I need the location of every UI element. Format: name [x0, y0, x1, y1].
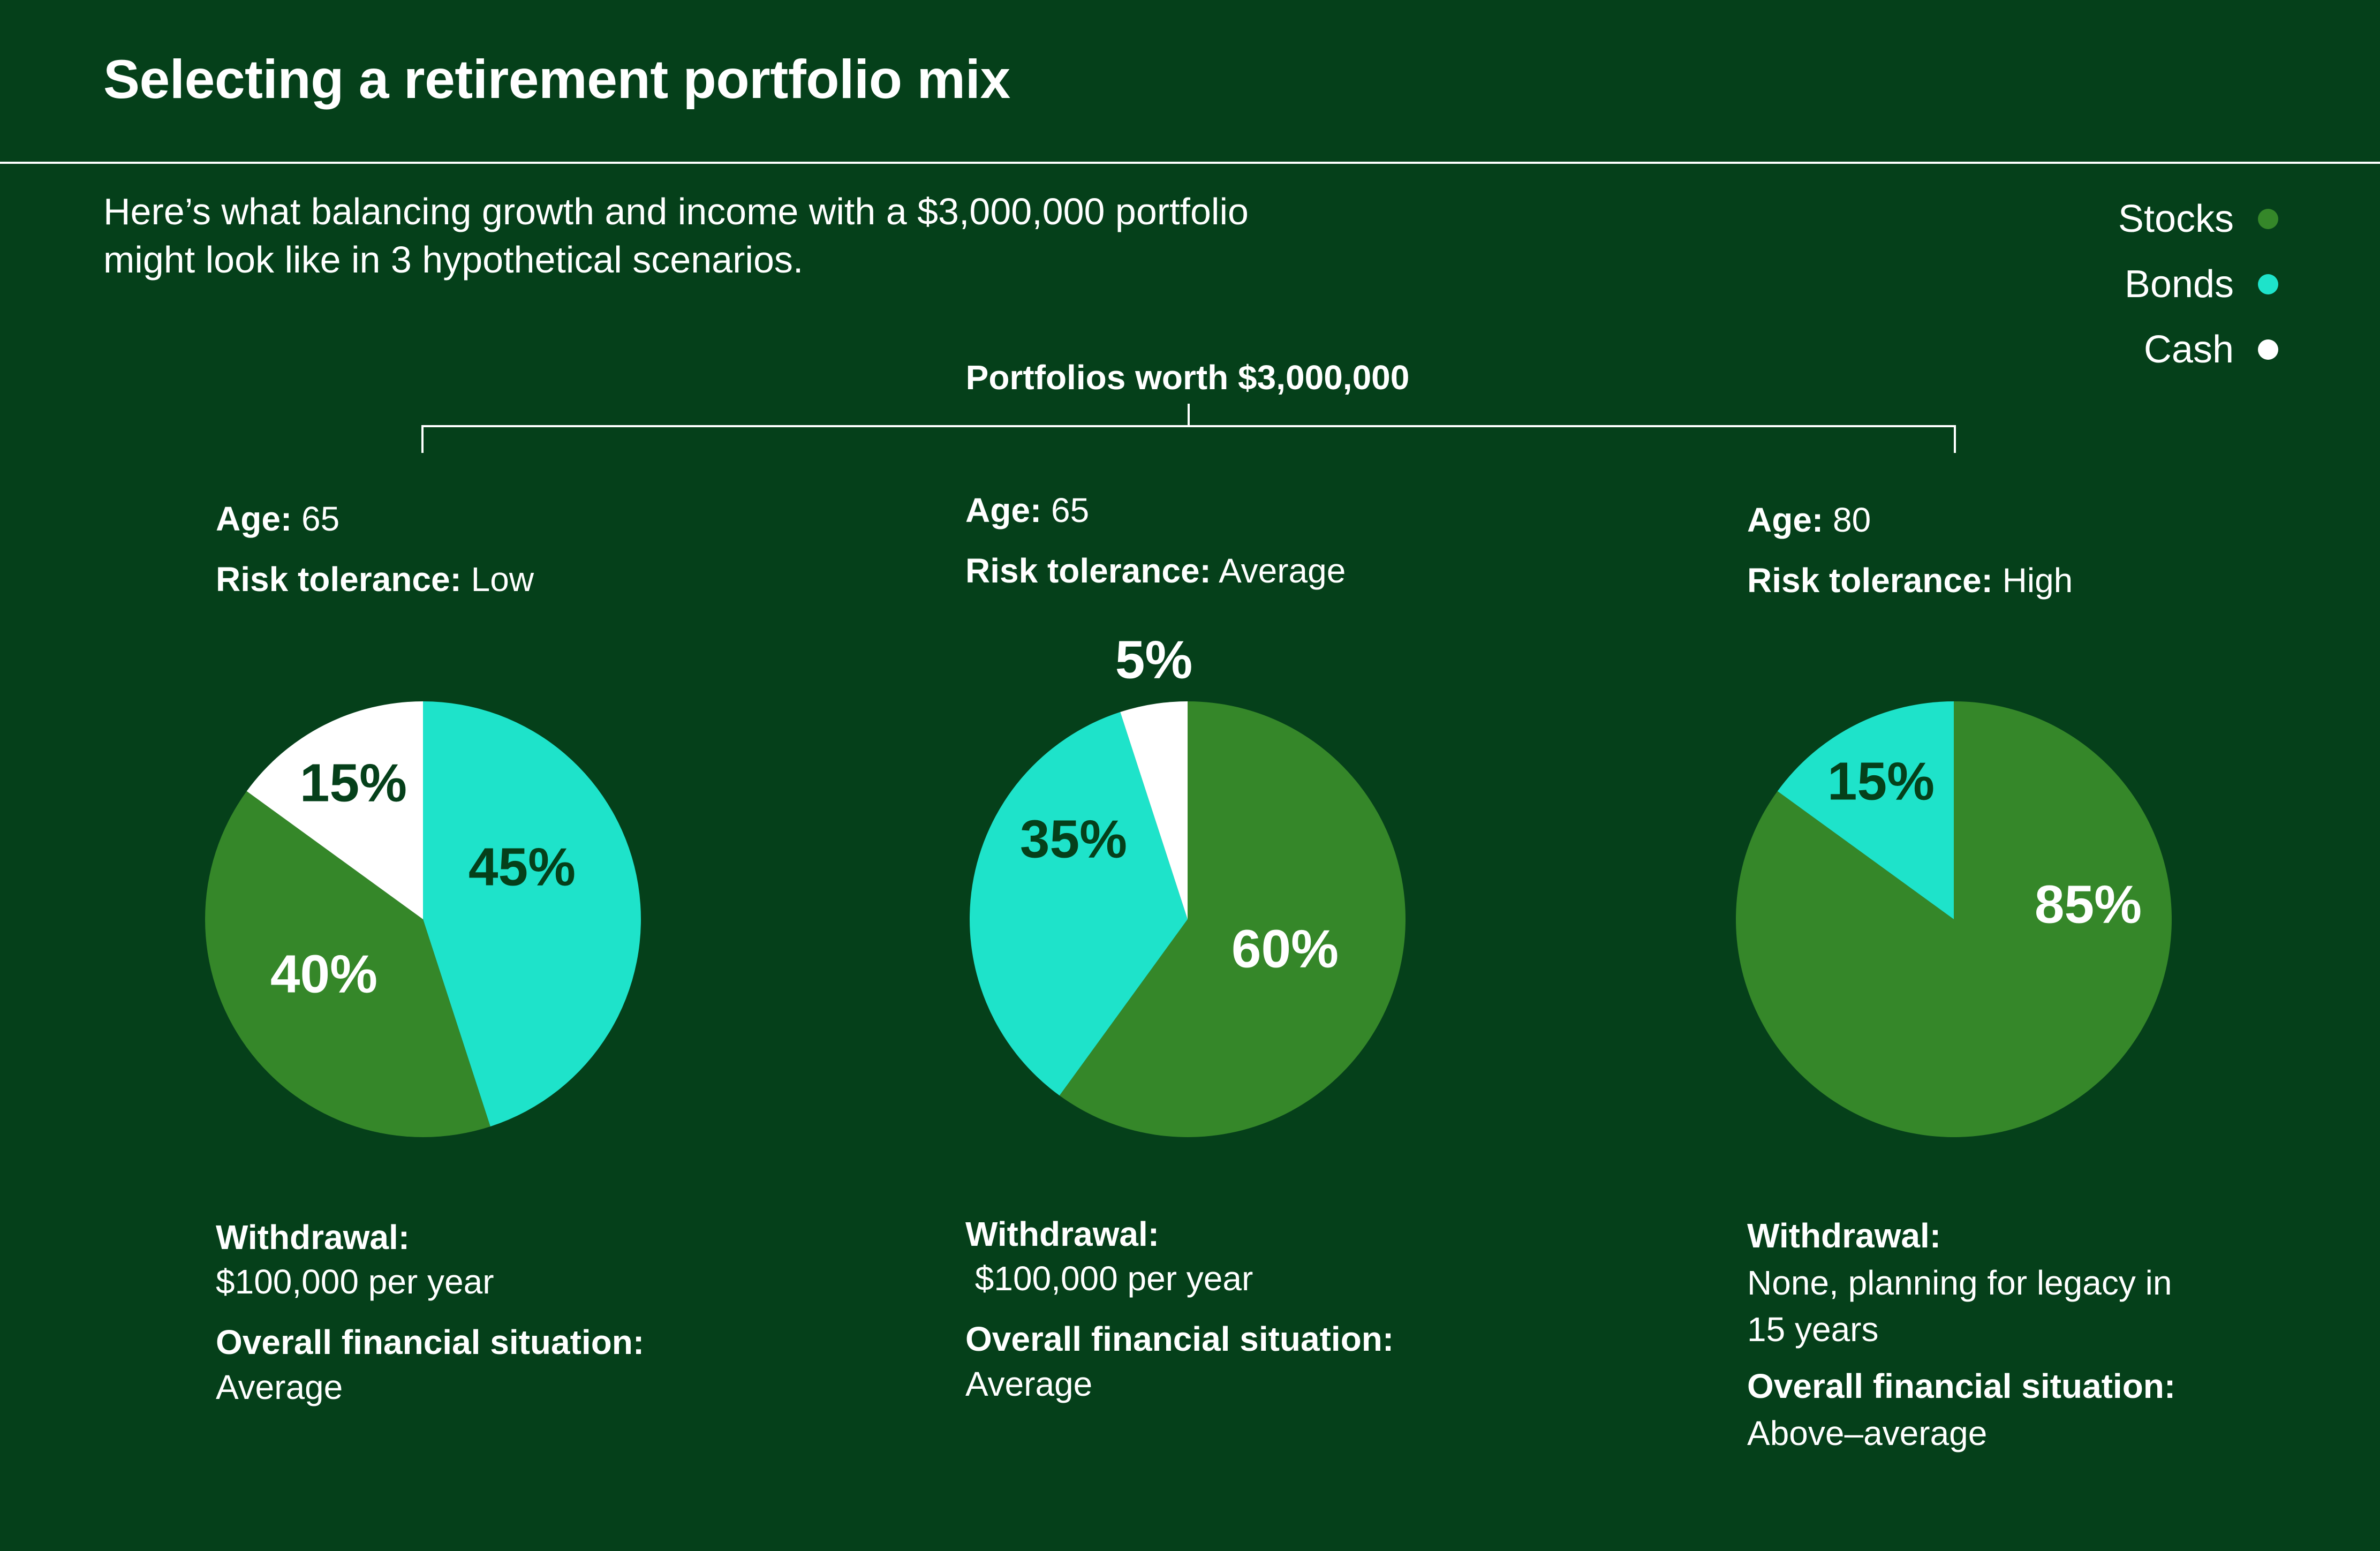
pie-2-slice-stocks — [1059, 701, 1406, 1137]
scenario-2-risk: Risk tolerance: Average — [965, 551, 1346, 591]
bracket-label: Portfolios worth $3,000,000 — [965, 358, 1410, 397]
scenario-3-withdrawal-label: Withdrawal: — [1747, 1216, 1941, 1255]
legend-item-cash: Cash — [2118, 317, 2278, 382]
legend-label-bonds: Bonds — [2124, 263, 2234, 306]
scenario-1-withdrawal-value: $100,000 per year — [216, 1262, 494, 1302]
scenario-3-header: Age: 80 Risk tolerance: High — [1747, 498, 2073, 603]
subtitle: Here’s what balancing growth and income … — [103, 187, 1495, 284]
bracket-right-tick — [1954, 425, 1956, 453]
pie-1-slice-stocks — [205, 791, 490, 1137]
pie-1-label-cash: 15% — [300, 753, 407, 813]
scenario-1-header: Age: 65 Risk tolerance: Low — [216, 497, 534, 602]
title-divider — [0, 162, 2380, 164]
pie-chart-2: 60% 35% 5% — [970, 630, 1406, 1137]
scenario-1-withdrawal-label: Withdrawal: — [216, 1218, 410, 1257]
scenario-2-header: Age: 65 Risk tolerance: Average — [965, 488, 1346, 593]
subtitle-line-1: Here’s what balancing growth and income … — [103, 191, 1249, 232]
pie-3-label-bonds: 15% — [1827, 751, 1935, 811]
scenario-3-situation-value: Above–average — [1747, 1413, 1988, 1452]
pie-2-label-stocks: 60% — [1231, 919, 1339, 979]
pie-1-label-stocks: 40% — [270, 944, 377, 1004]
scenario-2-situation-value: Average — [965, 1364, 1093, 1403]
scenario-2-details: Withdrawal: $100,000 per year Overall fi… — [965, 1212, 1394, 1406]
scenario-3-withdrawal-value-2: 15 years — [1747, 1310, 1879, 1349]
pie-2-label-bonds: 35% — [1020, 809, 1127, 869]
page-title: Selecting a retirement portfolio mix — [103, 49, 1010, 110]
scenario-1-situation-value: Average — [216, 1367, 343, 1406]
scenario-1-age: Age: 65 — [216, 500, 340, 538]
scenario-2-age: Age: 65 — [965, 491, 1090, 529]
bracket-top-line — [421, 425, 1956, 427]
legend-label-stocks: Stocks — [2118, 198, 2234, 240]
scenario-2-withdrawal-value: $100,000 per year — [965, 1259, 1253, 1298]
subtitle-line-2: might look like in 3 hypothetical scenar… — [103, 239, 804, 281]
scenario-3-details: Withdrawal: None, planning for legacy in… — [1747, 1213, 2175, 1457]
scenario-2-withdrawal-label: Withdrawal: — [965, 1215, 1160, 1253]
stocks-dot-icon — [2258, 209, 2278, 229]
legend: Stocks Bonds Cash — [2118, 186, 2278, 382]
pie-2-slice-cash — [1120, 701, 1188, 919]
legend-item-stocks: Stocks — [2118, 186, 2278, 252]
pie-3-label-stocks: 85% — [2035, 874, 2142, 934]
legend-label-cash: Cash — [2143, 328, 2234, 371]
bracket-left-tick — [421, 425, 424, 453]
pie-2-slice-bonds — [970, 712, 1188, 1096]
cash-dot-icon — [2258, 339, 2278, 360]
scenario-1-details: Withdrawal: $100,000 per year Overall fi… — [216, 1215, 644, 1410]
pie-1-slice-bonds — [423, 701, 641, 1127]
pie-1-slice-cash — [246, 701, 423, 919]
bonds-dot-icon — [2258, 274, 2278, 294]
pie-chart-1: 45% 40% 15% — [205, 701, 641, 1137]
scenario-2-situation-label: Overall financial situation: — [965, 1320, 1394, 1359]
legend-item-bonds: Bonds — [2118, 252, 2278, 317]
scenario-1-risk: Risk tolerance: Low — [216, 560, 534, 599]
pie-2-label-cash: 5% — [1115, 630, 1193, 690]
scenario-3-risk: Risk tolerance: High — [1747, 561, 2073, 600]
scenario-3-withdrawal-value-1: None, planning for legacy in — [1747, 1263, 2172, 1302]
scenario-3-situation-label: Overall financial situation: — [1747, 1367, 2176, 1406]
scenario-3-age: Age: 80 — [1747, 501, 1871, 539]
scenario-1-situation-label: Overall financial situation: — [216, 1323, 645, 1362]
bracket-center-tick — [1188, 404, 1190, 426]
pie-1-label-bonds: 45% — [469, 837, 576, 897]
pie-chart-3: 85% 15% — [1736, 701, 2172, 1137]
pie-3-slice-bonds — [1777, 701, 1954, 919]
